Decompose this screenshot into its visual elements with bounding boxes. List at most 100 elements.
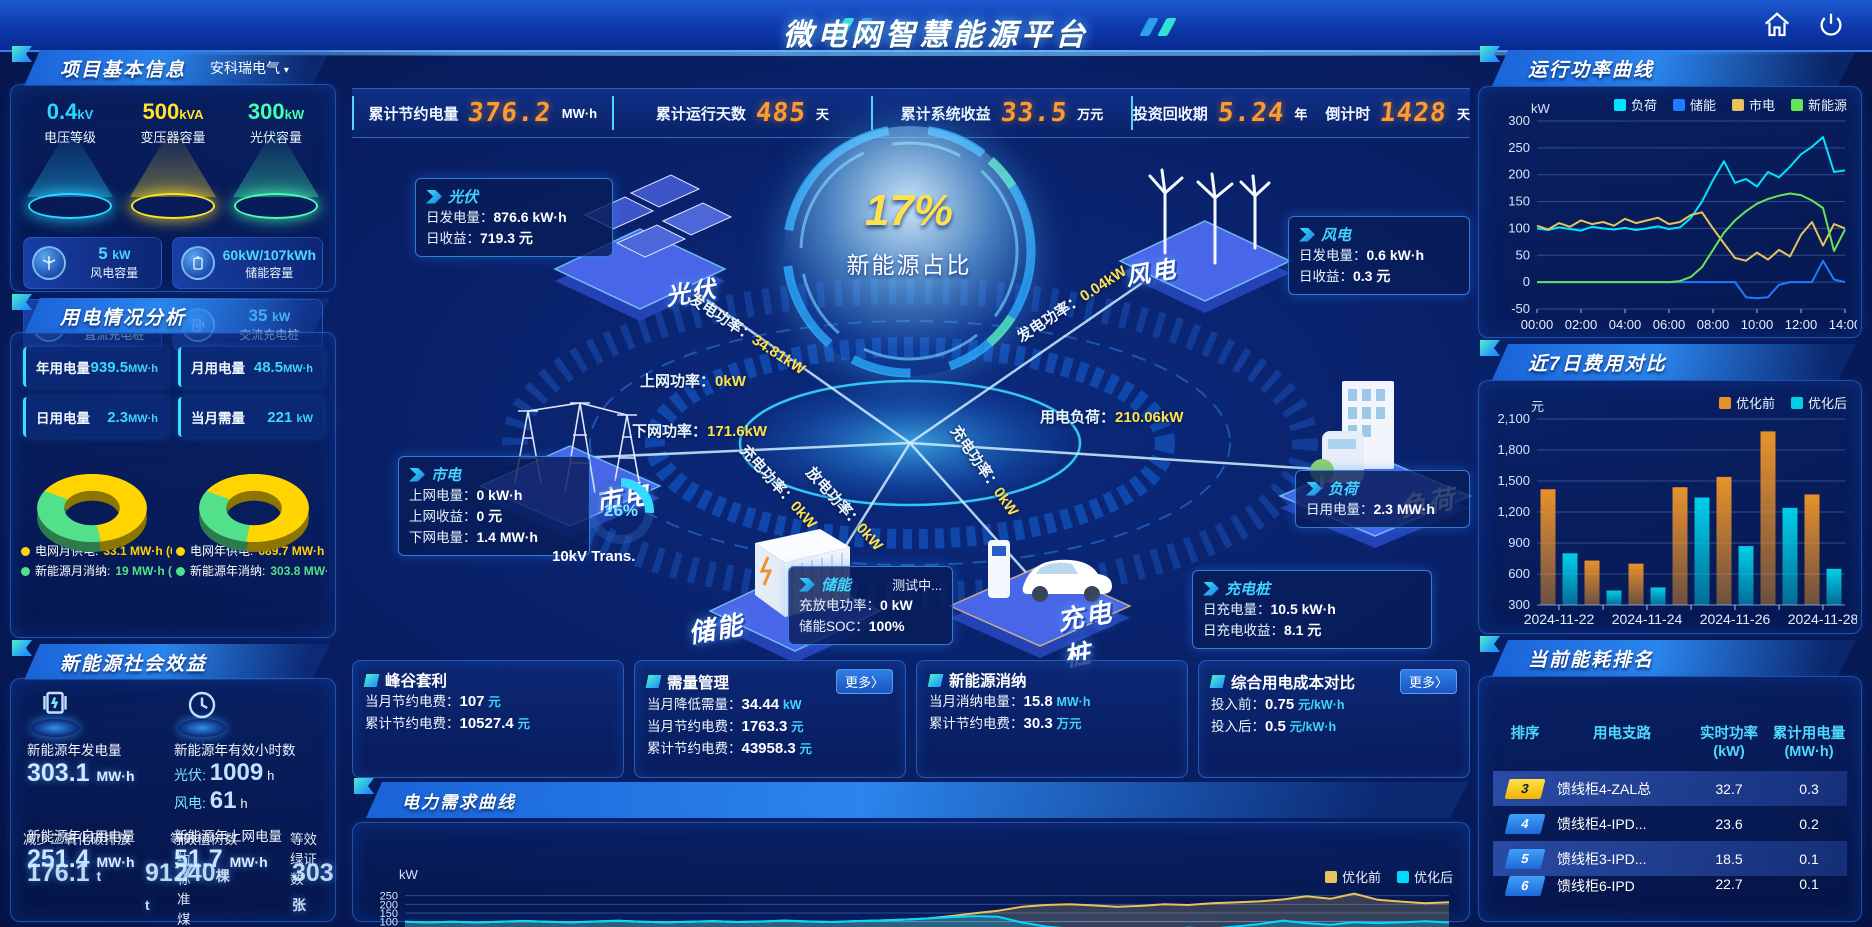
svg-text:250: 250 xyxy=(1508,140,1530,155)
cost-compare-chart[interactable]: 300 600 900 1,200 1,500 1,800 2,100 元 2024-11-22… xyxy=(1485,393,1858,629)
table-row[interactable]: 5 馈线柜3-IPD... 18.5 0.1 xyxy=(1493,841,1847,876)
panel-corner-icon xyxy=(354,778,374,794)
legend-item[interactable]: 优化后 xyxy=(1790,393,1847,412)
panel-title: 当前能耗排名 xyxy=(1528,649,1655,671)
sb-annual-generation: 新能源年发电量 303.1 MW·h xyxy=(27,687,174,815)
svg-text:50: 50 xyxy=(1516,247,1530,262)
cost-compare-legend: 优化前 优化后 xyxy=(1718,393,1847,412)
svg-text:1,500: 1,500 xyxy=(1497,473,1530,488)
card-peak-valley: 峰谷套利 当月节约电费：107 元 累计节约电费：10527.4 元 xyxy=(352,660,624,778)
infobox-wind: 风电 日发电量：0.6 kW·h 日收益：0.3 元 xyxy=(1288,216,1470,295)
legend-renewable-year[interactable]: 新能源年消纳:303.8 MW·h (31%) xyxy=(176,561,327,581)
svg-text:04:00: 04:00 xyxy=(1609,317,1642,332)
energy-flow-diagram: 17% 新能源占比 光伏 xyxy=(340,108,1480,672)
power-icon[interactable] xyxy=(1816,10,1846,40)
ray-grid-export: 上网功率：0kW xyxy=(640,373,746,390)
svg-text:150: 150 xyxy=(380,908,398,920)
home-icon[interactable] xyxy=(1762,10,1792,40)
arrow-icon xyxy=(1203,581,1219,596)
card-demand-management: 需量管理 更多〉 当月降低需量：34.44 kW 当月节约电费：1763.3 元 … xyxy=(634,660,906,778)
stat-pv-capacity: 300kW 光伏容量 xyxy=(227,99,325,225)
svg-text:100: 100 xyxy=(1508,220,1530,235)
panel-corner-icon xyxy=(1480,46,1500,62)
panel-social-benefits: 新能源社会效益 新能源年发电量 303.1 MW·h 新能源年有效小时数 光伏:… xyxy=(10,640,336,927)
ray-grid-import: 下网功率：171.6kW xyxy=(632,423,768,440)
svg-text:50: 50 xyxy=(386,925,398,927)
wind-turbines-icon xyxy=(1118,168,1292,313)
card-icon xyxy=(645,675,662,688)
svg-text:2024-11-28: 2024-11-28 xyxy=(1788,611,1857,627)
benefit-cards: 峰谷套利 当月节约电费：107 元 累计节约电费：10527.4 元 需量管理更… xyxy=(352,660,1470,778)
svg-text:12:00: 12:00 xyxy=(1785,317,1818,332)
node-charging-pile[interactable]: 充电桩 xyxy=(940,498,1140,672)
svg-text:2024-11-26: 2024-11-26 xyxy=(1700,611,1771,627)
legend-item[interactable]: 储能 xyxy=(1672,95,1716,114)
card-icon xyxy=(1209,675,1226,688)
svg-text:150: 150 xyxy=(1508,194,1530,209)
kpi-running-days: 累计运行天数 485 天 xyxy=(611,96,872,130)
svg-text:08:00: 08:00 xyxy=(1697,317,1730,332)
legend-item[interactable]: 负荷 xyxy=(1613,95,1657,114)
svg-text:kW: kW xyxy=(1531,101,1551,116)
svg-text:10:00: 10:00 xyxy=(1741,317,1774,332)
stat-month-demand: 当月需量 221 kW xyxy=(178,397,323,437)
legend-item[interactable]: 优化前 xyxy=(1718,393,1775,412)
infobox-load: 负荷 日用电量：2.3 MW·h xyxy=(1295,470,1470,528)
renewable-percentage: 17% xyxy=(864,186,954,235)
svg-text:1,200: 1,200 xyxy=(1497,504,1530,519)
center-bulb xyxy=(784,126,1034,376)
card-icon xyxy=(927,673,944,687)
svg-text:02:00: 02:00 xyxy=(1565,317,1598,332)
rank-badge: 3 xyxy=(1504,778,1546,799)
demand-chart[interactable]: 50100150200250kW00:0000:4001:2002:0002:4… xyxy=(361,867,1461,927)
svg-text:0: 0 xyxy=(1523,274,1530,289)
panel-title: 运行功率曲线 xyxy=(1528,59,1655,81)
table-row[interactable]: 3 馈线柜4-ZAL总 32.7 0.3 xyxy=(1493,771,1847,806)
svg-text:元: 元 xyxy=(1531,399,1544,414)
sb-grid-export: 新能源年上网电量 等效植树数 等效绿证数 51.7 MW·h 240棵 303张 xyxy=(170,829,334,913)
more-button[interactable]: 更多〉 xyxy=(1399,669,1457,694)
wind-turbine-icon xyxy=(32,246,66,280)
kpi-saved-energy: 累计节约电量 376.2 MW·h xyxy=(352,96,612,130)
svg-text:300: 300 xyxy=(1508,597,1530,612)
company-select[interactable]: 安科瑞电气 ▾ xyxy=(210,60,289,76)
sb-self-consumption: 新能源年自用电量 减少二氧化碳排放 节约标准煤 251.4 MW·h 176.1… xyxy=(23,829,194,927)
legend-item[interactable]: 优化前 xyxy=(1324,867,1381,886)
arrow-icon xyxy=(409,467,425,482)
svg-text:300: 300 xyxy=(1508,113,1530,128)
svg-text:2,100: 2,100 xyxy=(1497,411,1530,426)
legend-item[interactable]: 市电 xyxy=(1731,95,1775,114)
svg-text:06:00: 06:00 xyxy=(1653,317,1686,332)
more-button[interactable]: 更多〉 xyxy=(835,669,893,694)
svg-text:1,800: 1,800 xyxy=(1497,442,1530,457)
stat-day-usage: 日用电量 2.3MW·h xyxy=(23,397,168,437)
legend-item[interactable]: 优化后 xyxy=(1396,867,1453,886)
donut-year-supply xyxy=(194,453,314,553)
panel-title: 新能源社会效益 xyxy=(60,653,208,675)
power-curve-chart[interactable]: -50 0 50 100 150 200 250 300 kW 00:00 02:00 04:00 06… xyxy=(1485,95,1861,333)
stat-transformer-capacity: 500kVA 变压器容量 xyxy=(124,99,222,225)
node-pv[interactable]: 光伏 xyxy=(545,163,735,328)
svg-text:200: 200 xyxy=(380,899,398,911)
stat-wind-capacity: 5 kW 风电容量 xyxy=(23,237,162,289)
svg-text:200: 200 xyxy=(1508,167,1530,182)
panel-corner-icon xyxy=(12,46,32,62)
panel-title: 项目基本信息 xyxy=(60,59,187,81)
card-cost-comparison: 综合用电成本对比 更多〉 投入前：0.75 元/kW·h 投入后：0.5 元/kW… xyxy=(1198,660,1470,778)
card-icon xyxy=(363,673,380,687)
svg-text:100: 100 xyxy=(380,917,398,927)
panel-corner-icon xyxy=(1480,340,1500,356)
legend-item[interactable]: 新能源 xyxy=(1790,95,1847,114)
node-wind[interactable]: 风电 xyxy=(1110,138,1300,318)
legend-renewable-month[interactable]: 新能源月消纳:19 MW·h (36%) xyxy=(21,561,172,581)
legend-grid-month[interactable]: 电网月供电:33.1 MW·h (64%) xyxy=(21,541,172,561)
stat-voltage-level: 0.4kV 电压等级 xyxy=(21,99,119,225)
table-row[interactable]: 6 馈线柜6-IPD 22.7 0.1 xyxy=(1493,876,1847,900)
donut-month-supply xyxy=(32,453,152,553)
infobox-pile: 充电桩 日充电量：10.5 kW·h 日充电收益：8.1 元 xyxy=(1192,570,1432,649)
rank-badge: 5 xyxy=(1504,848,1546,869)
table-row[interactable]: 4 馈线柜4-IPD... 23.6 0.2 xyxy=(1493,806,1847,841)
panel-title: 用电情况分析 xyxy=(60,307,187,329)
